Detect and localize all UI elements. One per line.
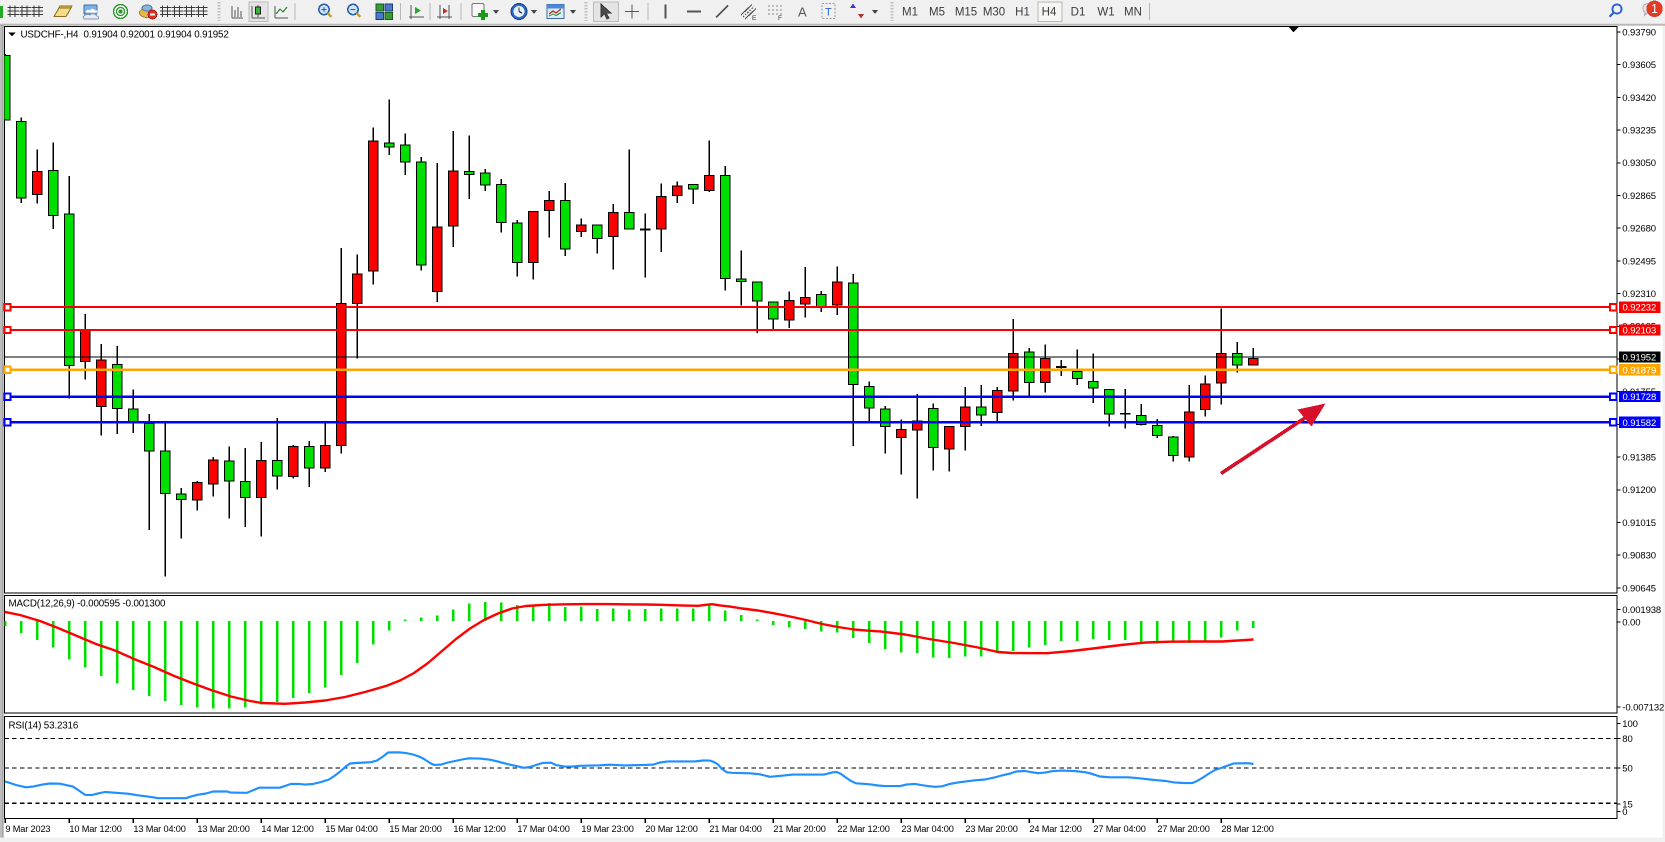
svg-text:1: 1 — [1651, 2, 1658, 16]
svg-text:24 Mar 12:00: 24 Mar 12:00 — [1029, 824, 1081, 834]
svg-text:27 Mar 04:00: 27 Mar 04:00 — [1093, 824, 1145, 834]
svg-text:23 Mar 20:00: 23 Mar 20:00 — [965, 824, 1017, 834]
svg-text:0.93050: 0.93050 — [1622, 158, 1656, 169]
svg-text:0.90645: 0.90645 — [1622, 583, 1656, 594]
svg-text:T: T — [825, 7, 832, 19]
svg-text:0.001938: 0.001938 — [1622, 605, 1661, 616]
svg-text:20 Mar 12:00: 20 Mar 12:00 — [645, 824, 697, 834]
svg-text:H4: H4 — [1042, 7, 1057, 19]
svg-text:0.92103: 0.92103 — [1623, 326, 1657, 337]
svg-text:13 Mar 20:00: 13 Mar 20:00 — [197, 824, 249, 834]
svg-text:0.91879: 0.91879 — [1623, 365, 1657, 376]
svg-text:80: 80 — [1622, 734, 1632, 745]
svg-text:0.91200: 0.91200 — [1622, 485, 1656, 496]
svg-text:19 Mar 23:00: 19 Mar 23:00 — [581, 824, 633, 834]
svg-text:21 Mar 04:00: 21 Mar 04:00 — [709, 824, 761, 834]
svg-text:28 Mar 12:00: 28 Mar 12:00 — [1221, 824, 1273, 834]
svg-text:0.00: 0.00 — [1622, 617, 1640, 628]
svg-text:M30: M30 — [983, 7, 1005, 19]
svg-text:0.92865: 0.92865 — [1622, 191, 1656, 202]
svg-text:0.92680: 0.92680 — [1622, 224, 1656, 235]
svg-text:16 Mar 12:00: 16 Mar 12:00 — [453, 824, 505, 834]
svg-text:0.93790: 0.93790 — [1622, 27, 1656, 38]
svg-text:10 Mar 12:00: 10 Mar 12:00 — [69, 824, 121, 834]
svg-text:0: 0 — [1622, 807, 1627, 818]
svg-text:E: E — [752, 15, 757, 22]
svg-text:-0.007132: -0.007132 — [1622, 703, 1664, 714]
svg-text:9 Mar 2023: 9 Mar 2023 — [5, 824, 50, 834]
svg-text:M5: M5 — [929, 7, 945, 19]
svg-text:F: F — [778, 15, 782, 22]
svg-text:W1: W1 — [1097, 7, 1114, 19]
svg-text:0.91582: 0.91582 — [1623, 418, 1657, 429]
svg-text:0.92232: 0.92232 — [1623, 303, 1657, 314]
svg-text:0.92310: 0.92310 — [1622, 289, 1656, 300]
svg-text:15 Mar 04:00: 15 Mar 04:00 — [325, 824, 377, 834]
svg-text:22 Mar 12:00: 22 Mar 12:00 — [837, 824, 889, 834]
svg-text:15: 15 — [1622, 799, 1632, 810]
svg-text:0.93605: 0.93605 — [1622, 60, 1656, 71]
svg-text:15 Mar 20:00: 15 Mar 20:00 — [389, 824, 441, 834]
svg-text:RSI(14) 53.2316: RSI(14) 53.2316 — [9, 720, 79, 731]
svg-text:21 Mar 20:00: 21 Mar 20:00 — [773, 824, 825, 834]
svg-text:0.91385: 0.91385 — [1622, 453, 1656, 464]
svg-text:M1: M1 — [902, 7, 918, 19]
svg-text:0.93235: 0.93235 — [1622, 126, 1656, 137]
svg-text:50: 50 — [1622, 764, 1632, 775]
svg-text:0.91728: 0.91728 — [1623, 392, 1657, 403]
svg-text:USDCHF-,H4 0.91904 0.92001 0.: USDCHF-,H4 0.91904 0.92001 0.91904 0.919… — [21, 30, 229, 41]
svg-text:100: 100 — [1622, 719, 1638, 730]
svg-text:M15: M15 — [955, 7, 977, 19]
svg-text:0.90830: 0.90830 — [1622, 551, 1656, 562]
svg-text:MACD(12,26,9) -0.000595 -0.001: MACD(12,26,9) -0.000595 -0.001300 — [9, 598, 167, 609]
svg-text:D1: D1 — [1071, 7, 1086, 19]
svg-text:27 Mar 20:00: 27 Mar 20:00 — [1157, 824, 1209, 834]
svg-text:0.91952: 0.91952 — [1623, 353, 1657, 364]
svg-text:MN: MN — [1124, 7, 1142, 19]
svg-text:23 Mar 04:00: 23 Mar 04:00 — [901, 824, 953, 834]
svg-text:A: A — [798, 5, 807, 20]
svg-text:0.91015: 0.91015 — [1622, 518, 1656, 529]
svg-text:0.92495: 0.92495 — [1622, 256, 1656, 267]
svg-text:14 Mar 12:00: 14 Mar 12:00 — [261, 824, 313, 834]
svg-text:0.93420: 0.93420 — [1622, 93, 1656, 104]
svg-text:17 Mar 04:00: 17 Mar 04:00 — [517, 824, 569, 834]
svg-text:13 Mar 04:00: 13 Mar 04:00 — [133, 824, 185, 834]
svg-text:H1: H1 — [1015, 7, 1030, 19]
